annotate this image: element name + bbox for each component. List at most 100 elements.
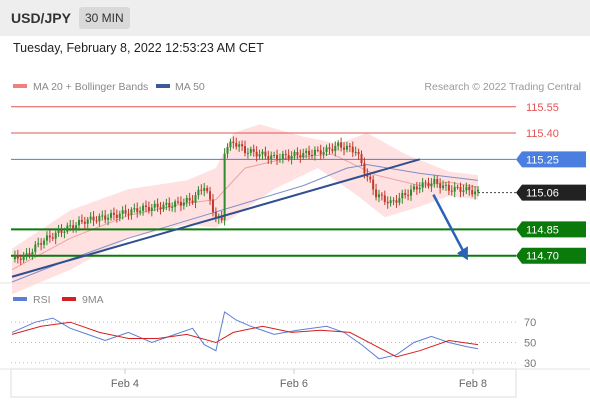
- candle: [66, 222, 69, 234]
- candle-body: [258, 154, 261, 157]
- candle: [226, 143, 229, 159]
- candle: [290, 151, 293, 165]
- timestamp: Tuesday, February 8, 2022 12:53:23 AM CE…: [13, 41, 264, 55]
- candle: [244, 140, 246, 157]
- candle: [433, 175, 436, 188]
- candle: [194, 191, 197, 209]
- candle: [232, 136, 235, 149]
- candle: [354, 146, 357, 156]
- candle-body: [48, 235, 51, 238]
- candle: [188, 192, 191, 206]
- candle-body: [142, 205, 145, 211]
- candle: [45, 231, 48, 246]
- candle-body: [124, 210, 127, 214]
- ma20-line: [11, 153, 479, 271]
- candle: [86, 216, 89, 229]
- candle-body: [267, 156, 270, 160]
- candle-body: [43, 240, 46, 245]
- candle: [127, 208, 130, 220]
- candle-body: [354, 151, 357, 153]
- candle-body: [159, 207, 162, 210]
- candle-body: [80, 220, 83, 222]
- candle: [174, 199, 177, 213]
- candle-body: [439, 183, 442, 189]
- candle: [465, 182, 468, 195]
- candle-body: [37, 243, 40, 245]
- rsi-panel: 70 50 30 Feb 4 Feb 6 Feb 8: [0, 311, 590, 398]
- candle: [421, 177, 424, 193]
- candle: [296, 147, 299, 160]
- candle: [37, 237, 40, 248]
- level-tag-115.06: [516, 184, 586, 201]
- candle: [302, 148, 305, 160]
- level-label-114.70: 114.70: [526, 251, 559, 263]
- candle-body: [28, 253, 31, 256]
- candle: [264, 146, 267, 160]
- candle: [51, 232, 54, 242]
- candle-body: [89, 216, 92, 220]
- level-label-114.85: 114.85: [526, 224, 559, 236]
- timeframe-badge[interactable]: 30 MIN: [79, 7, 130, 29]
- candle: [223, 148, 226, 226]
- candle-body: [95, 220, 98, 222]
- candle-body: [162, 204, 165, 210]
- candle: [110, 209, 113, 221]
- candle-body: [177, 201, 180, 203]
- candle-body: [22, 254, 25, 261]
- candle-body: [66, 225, 69, 232]
- rsi-tick-50: 50: [524, 338, 536, 350]
- candle-body: [278, 158, 281, 160]
- candle-body: [144, 205, 147, 207]
- candle: [377, 189, 380, 203]
- candle: [40, 238, 43, 251]
- candle-body: [421, 182, 424, 188]
- candle-body: [200, 189, 203, 191]
- candle: [401, 189, 404, 204]
- candle: [249, 146, 252, 156]
- candle: [348, 142, 351, 152]
- candle-body: [430, 183, 433, 187]
- candle: [112, 207, 115, 220]
- candle-body: [372, 179, 375, 190]
- candle: [261, 149, 264, 160]
- candle: [139, 206, 142, 216]
- candle: [407, 189, 410, 201]
- candle-body: [168, 202, 171, 208]
- candle-body: [340, 142, 343, 148]
- candle-body: [34, 244, 37, 253]
- candle: [456, 184, 459, 190]
- rsi-tick-30: 30: [524, 358, 536, 370]
- candle: [197, 186, 200, 200]
- legend-swatch-ma50: [156, 84, 170, 88]
- candle: [258, 149, 261, 160]
- legend-label-bb: MA 20 + Bollinger Bands: [33, 81, 148, 93]
- candle: [343, 142, 346, 156]
- rsi-series-9ma: [11, 321, 479, 358]
- candle: [179, 196, 182, 212]
- candle-body: [462, 190, 465, 192]
- candle-body: [232, 141, 235, 144]
- candle-body: [363, 163, 366, 174]
- candle-body: [86, 219, 89, 224]
- candle-body: [214, 212, 217, 219]
- candle: [43, 237, 46, 249]
- candle: [308, 145, 311, 160]
- candle-body: [290, 155, 293, 159]
- candle-body: [241, 144, 244, 147]
- candle-body: [453, 186, 456, 192]
- candle: [34, 240, 37, 258]
- candle: [13, 250, 16, 263]
- candle-body: [398, 198, 401, 203]
- candle-body: [471, 190, 474, 195]
- level-label-115.55: 115.55: [526, 102, 559, 114]
- candle-body: [459, 187, 462, 192]
- candle: [241, 140, 244, 151]
- candle: [375, 183, 378, 201]
- candle-body: [334, 145, 337, 152]
- candle: [395, 195, 398, 208]
- legend-swatch-ma9: [62, 297, 76, 301]
- candle-body: [465, 186, 468, 191]
- candle: [436, 175, 439, 188]
- candle-body: [51, 237, 54, 239]
- candle-body: [209, 191, 212, 200]
